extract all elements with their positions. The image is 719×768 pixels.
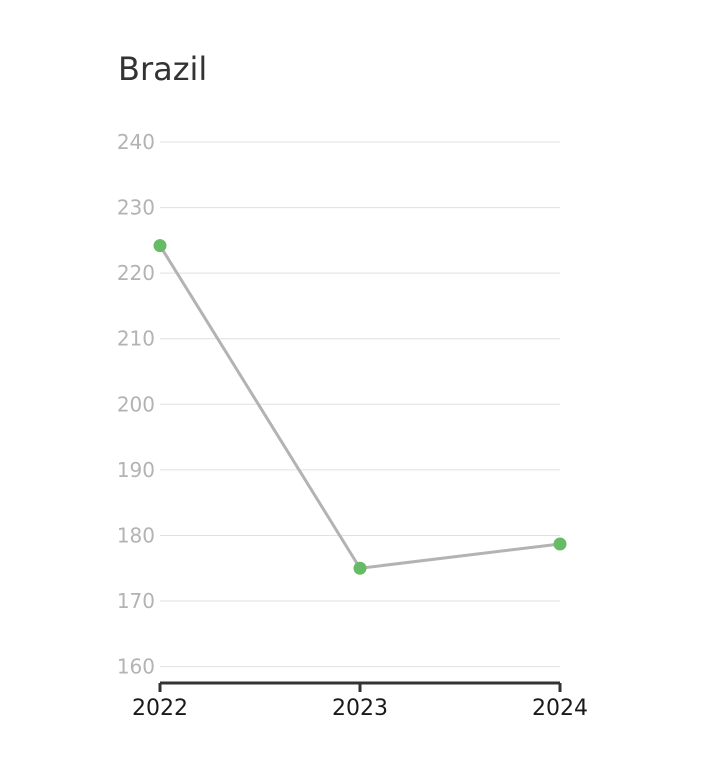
chart-title: Brazil: [118, 50, 207, 88]
x-tick-label: 2024: [532, 696, 588, 721]
data-point: [353, 561, 367, 575]
series: [153, 239, 567, 575]
y-tick-label: 240: [117, 130, 155, 154]
x-axis: [158, 681, 562, 692]
x-tick-label: 2023: [332, 696, 388, 721]
data-point: [553, 537, 567, 551]
x-axis-tick-labels: 2022 2023 2024: [132, 696, 588, 721]
y-tick-label: 210: [117, 327, 155, 351]
y-tick-label: 160: [117, 655, 155, 679]
y-axis-tick-labels: 160 170 180 190 200 210 220 230 240: [117, 130, 155, 679]
y-tick-label: 220: [117, 261, 155, 285]
gridlines: [160, 141, 560, 668]
series-line: [158, 244, 562, 570]
y-tick-label: 200: [117, 392, 155, 416]
y-tick-label: 180: [117, 523, 155, 547]
data-point: [153, 239, 167, 253]
y-tick-label: 190: [117, 458, 155, 482]
x-tick-label: 2022: [132, 696, 188, 721]
y-tick-label: 230: [117, 196, 155, 220]
y-tick-label: 170: [117, 589, 155, 613]
